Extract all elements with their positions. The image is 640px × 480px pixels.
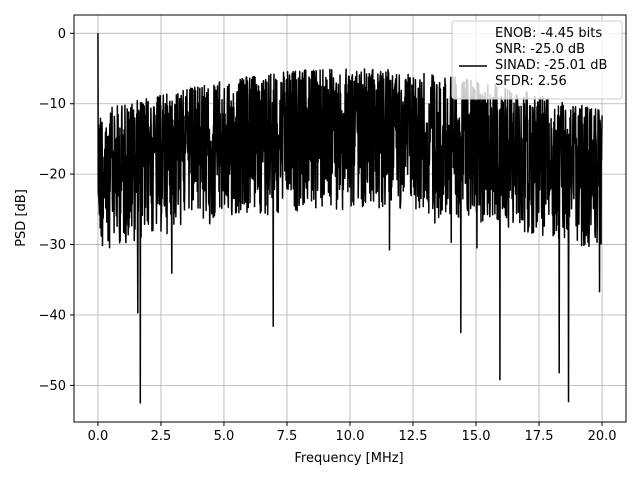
y-axis-ticks: 0 −10 −20 −30 −40 −50 xyxy=(39,27,74,394)
legend-entry: ENOB: -4.45 bits xyxy=(495,26,602,41)
y-tick-label: 0 xyxy=(58,27,66,42)
legend-entry: SNR: -25.0 dB xyxy=(495,42,585,57)
psd-series-line xyxy=(97,33,603,404)
legend-entry: SINAD: -25.01 dB xyxy=(495,58,607,73)
legend-entry: SFDR: 2.56 xyxy=(495,74,567,89)
x-tick-label: 15.0 xyxy=(462,429,491,444)
x-tick-label: 2.5 xyxy=(151,429,172,444)
x-tick-label: 17.5 xyxy=(525,429,554,444)
y-tick-label: −10 xyxy=(39,97,66,112)
y-tick-label: −40 xyxy=(39,308,66,323)
x-tick-label: 5.0 xyxy=(214,429,235,444)
x-tick-label: 7.5 xyxy=(277,429,298,444)
x-tick-label: 20.0 xyxy=(588,429,617,444)
y-tick-label: −30 xyxy=(39,238,66,253)
x-tick-label: 0.0 xyxy=(88,429,109,444)
x-tick-label: 12.5 xyxy=(399,429,428,444)
y-tick-label: −20 xyxy=(39,168,66,183)
y-axis-label: PSD [dB] xyxy=(14,189,29,247)
plot-frame xyxy=(73,14,627,423)
legend-box xyxy=(451,20,623,100)
x-tick-label: 10.0 xyxy=(336,429,365,444)
psd-series xyxy=(97,33,603,404)
x-axis-ticks: 0.0 2.5 5.0 7.5 10.0 12.5 15.0 17.5 20.0 xyxy=(88,422,617,444)
x-axis-label: Frequency [MHz] xyxy=(294,451,403,466)
y-tick-label: −50 xyxy=(39,379,66,394)
